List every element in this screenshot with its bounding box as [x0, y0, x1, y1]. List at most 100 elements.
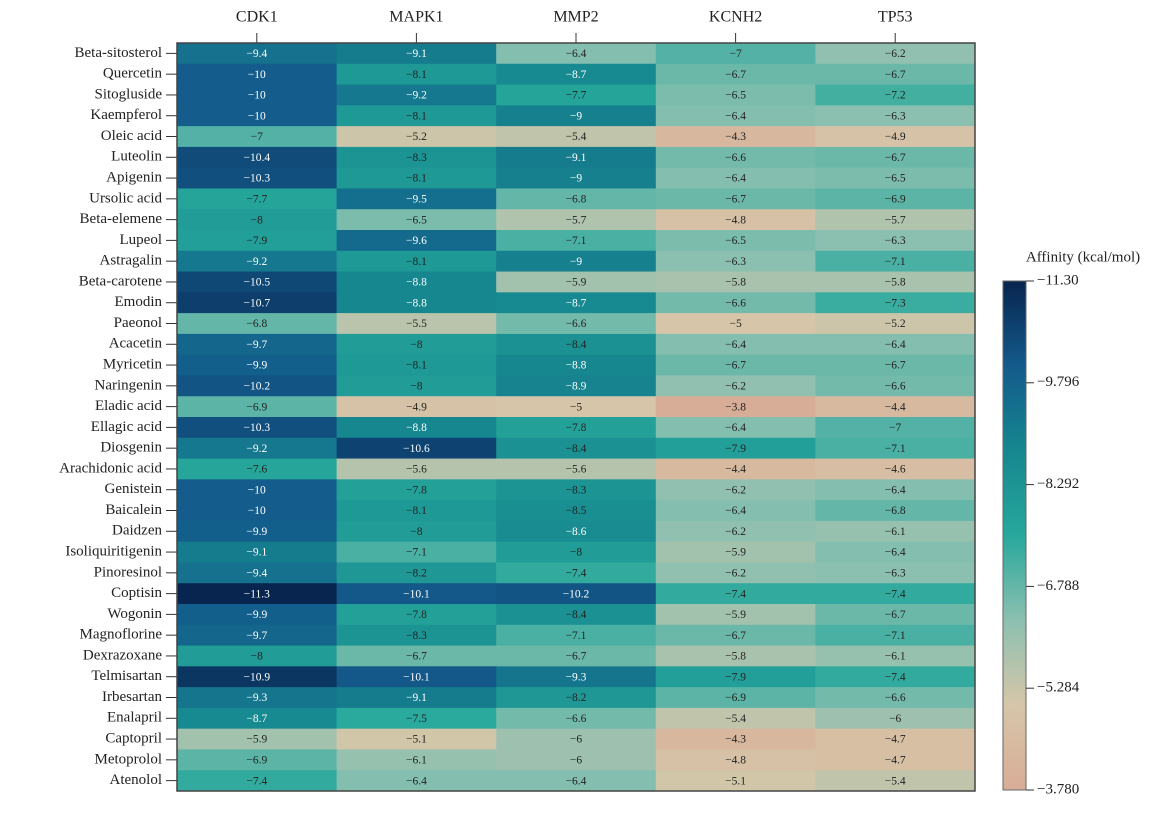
cell-label: −6 [570, 754, 582, 766]
cell-label: −6.2 [725, 380, 746, 392]
cell [336, 770, 497, 792]
cell [496, 354, 657, 376]
cell [177, 354, 338, 376]
cell-label: −6 [570, 734, 582, 746]
cell-label: −8 [251, 651, 263, 663]
cell-label: −4.8 [725, 214, 746, 226]
cell [815, 250, 976, 273]
cell [496, 541, 657, 563]
frame [176, 42, 976, 792]
cell-label: −6.7 [885, 69, 906, 81]
cell-label: −6.9 [885, 193, 906, 205]
cell [177, 604, 338, 626]
cell-label: −6.9 [246, 754, 267, 766]
row-label: Myricetin [103, 356, 163, 372]
column-label: KCNH2 [709, 9, 762, 26]
cell [336, 188, 497, 210]
cell [655, 770, 816, 792]
cell [177, 624, 338, 647]
cell [496, 749, 657, 771]
cell [177, 209, 338, 231]
cell [815, 624, 976, 647]
cell-label: −7.8 [406, 609, 427, 621]
cell-label: −9.9 [246, 609, 267, 621]
cell [336, 333, 497, 356]
cell-label: −7 [889, 422, 901, 434]
cell [815, 333, 976, 356]
cell [815, 749, 976, 771]
cell [336, 583, 497, 605]
cell-label: −6.7 [885, 360, 906, 372]
cell [815, 396, 976, 418]
cell [177, 375, 338, 397]
cell [496, 188, 657, 210]
cell [815, 520, 976, 543]
cell [336, 313, 497, 335]
colorbar-tick-label: −11.30 [1037, 272, 1079, 288]
cell-label: −6.5 [725, 90, 746, 102]
cell [336, 354, 497, 376]
cell-label: −9 [570, 110, 582, 122]
cell-label: −7.4 [246, 775, 267, 787]
cell-label: −4.3 [725, 734, 746, 746]
cell-label: −6.6 [885, 380, 906, 392]
cell-label: −5.2 [406, 131, 427, 143]
column-label: MAPK1 [389, 9, 443, 26]
cell-label: −10.2 [563, 588, 590, 600]
cell-label: −6.5 [406, 214, 427, 226]
cell [177, 687, 338, 709]
cell-label: −6.6 [725, 152, 746, 164]
cell [655, 209, 816, 231]
cell-label: −7.8 [406, 484, 427, 496]
cell-label: −7 [251, 131, 263, 143]
colorbar-tick-label: −8.292 [1037, 476, 1079, 492]
cell [336, 500, 497, 522]
cell-label: −6.2 [725, 567, 746, 579]
cell-label: −5.8 [885, 277, 906, 289]
cell-label: −6.4 [885, 339, 906, 351]
cell-label: −8.1 [406, 505, 427, 517]
cell-label: −3.8 [725, 401, 746, 413]
cell [815, 271, 976, 293]
cell-label: −6.7 [725, 69, 746, 81]
cell [177, 167, 338, 189]
cell-label: −6.9 [725, 692, 746, 704]
cell [655, 562, 816, 584]
cell-label: −8.8 [566, 360, 587, 372]
row-label: Astragalin [100, 253, 163, 269]
cell-label: −10.7 [243, 297, 270, 309]
cell-label: −6.4 [725, 110, 746, 122]
cell-label: −7.7 [566, 90, 587, 102]
cell-label: −6.6 [566, 713, 587, 725]
cell [336, 146, 497, 169]
cell [655, 728, 816, 750]
cell [177, 583, 338, 605]
cell [815, 479, 976, 501]
cell [177, 126, 338, 148]
cell-label: −6.9 [246, 401, 267, 413]
cell-label: −7.9 [725, 671, 746, 683]
cell [177, 105, 338, 127]
cell-label: −8.9 [566, 380, 587, 392]
cell-label: −5.9 [566, 277, 587, 289]
cell [655, 126, 816, 148]
cell-label: −6.3 [885, 235, 906, 247]
cell-label: −8 [410, 380, 422, 392]
cell-label: −6.4 [566, 48, 587, 60]
cell [336, 105, 497, 127]
cell-label: −5.5 [406, 318, 427, 330]
cell [815, 728, 976, 750]
cell-label: −8.1 [406, 256, 427, 268]
cell-label: −9.4 [246, 567, 267, 579]
cell-label: −8.4 [566, 443, 587, 455]
cell [496, 146, 657, 169]
cell-label: −7.9 [246, 235, 267, 247]
cell [815, 541, 976, 563]
cell [336, 562, 497, 584]
row-label: Luteolin [111, 149, 162, 165]
cell-label: −7.9 [725, 443, 746, 455]
cell-label: −9.7 [246, 339, 267, 351]
row-label: Pinoresinol [94, 564, 162, 580]
cell-label: −5.7 [885, 214, 906, 226]
cell [655, 458, 816, 480]
